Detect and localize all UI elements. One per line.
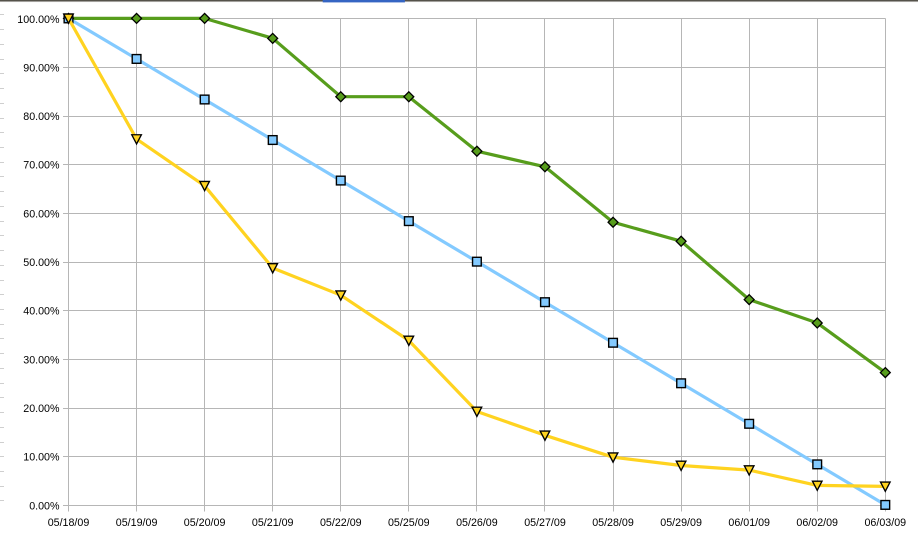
svg-text:05/26/09: 05/26/09 (456, 517, 498, 529)
svg-text:70.00%: 70.00% (23, 160, 60, 172)
svg-text:06/02/09: 06/02/09 (796, 517, 838, 529)
svg-text:50.00%: 50.00% (23, 257, 60, 269)
svg-text:60.00%: 60.00% (23, 208, 60, 220)
svg-text:05/22/09: 05/22/09 (320, 517, 362, 529)
svg-text:06/01/09: 06/01/09 (728, 517, 770, 529)
svg-text:05/29/09: 05/29/09 (660, 517, 702, 529)
svg-text:05/25/09: 05/25/09 (388, 517, 430, 529)
svg-text:100.00%: 100.00% (17, 14, 60, 26)
svg-text:20.00%: 20.00% (23, 403, 60, 415)
svg-text:10.00%: 10.00% (23, 452, 60, 464)
svg-text:0.00%: 0.00% (29, 500, 60, 512)
svg-text:05/21/09: 05/21/09 (252, 517, 294, 529)
svg-text:05/27/09: 05/27/09 (524, 517, 566, 529)
svg-text:06/03/09: 06/03/09 (864, 517, 906, 529)
svg-text:05/18/09: 05/18/09 (48, 517, 90, 529)
svg-text:90.00%: 90.00% (23, 62, 60, 74)
svg-text:05/28/09: 05/28/09 (592, 517, 634, 529)
svg-text:05/19/09: 05/19/09 (116, 517, 158, 529)
svg-text:30.00%: 30.00% (23, 354, 60, 366)
svg-text:05/20/09: 05/20/09 (184, 517, 226, 529)
svg-text:80.00%: 80.00% (23, 111, 60, 123)
svg-text:40.00%: 40.00% (23, 306, 60, 318)
